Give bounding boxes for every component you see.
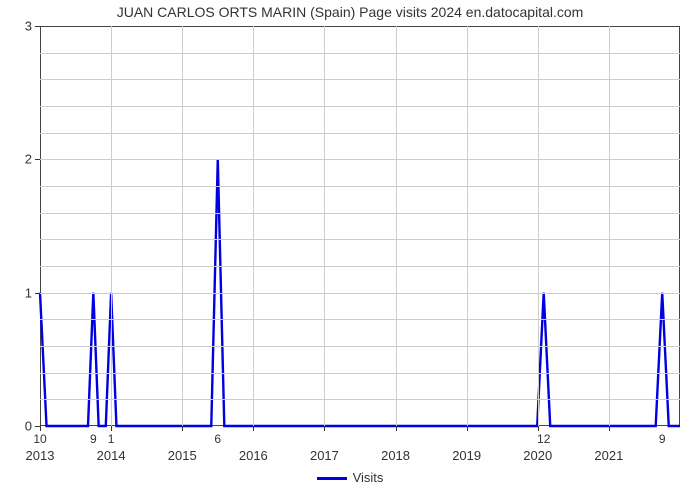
- ytick-label: 1: [12, 285, 32, 300]
- xtick-mark: [396, 426, 397, 431]
- gridline-h-minor: [40, 239, 680, 240]
- gridline-v: [609, 26, 610, 426]
- xtick-minor-label: 10: [33, 432, 46, 446]
- xtick-minor-label: 9: [90, 432, 97, 446]
- ytick-mark: [35, 293, 40, 294]
- chart-title: JUAN CARLOS ORTS MARIN (Spain) Page visi…: [0, 4, 700, 20]
- ytick-label: 2: [12, 152, 32, 167]
- data-line: [40, 26, 680, 426]
- gridline-h-minor: [40, 319, 680, 320]
- gridline-h-minor: [40, 373, 680, 374]
- ytick-label: 3: [12, 19, 32, 34]
- legend-label: Visits: [353, 470, 384, 485]
- xtick-mark: [538, 426, 539, 431]
- gridline-h-minor: [40, 399, 680, 400]
- xtick-mark: [253, 426, 254, 431]
- gridline-h-minor: [40, 106, 680, 107]
- chart-container: JUAN CARLOS ORTS MARIN (Spain) Page visi…: [0, 0, 700, 500]
- gridline-h-minor: [40, 186, 680, 187]
- gridline-h: [40, 293, 680, 294]
- xtick-minor-label: 9: [659, 432, 666, 446]
- gridline-v: [538, 26, 539, 426]
- gridline-h-minor: [40, 266, 680, 267]
- gridline-v: [396, 26, 397, 426]
- xtick-major-label: 2014: [97, 448, 126, 463]
- xtick-major-label: 2013: [26, 448, 55, 463]
- gridline-h-minor: [40, 346, 680, 347]
- xtick-major-label: 2019: [452, 448, 481, 463]
- gridline-h: [40, 159, 680, 160]
- xtick-minor-label: 6: [214, 432, 221, 446]
- xtick-major-label: 2017: [310, 448, 339, 463]
- gridline-h-minor: [40, 213, 680, 214]
- gridline-h-minor: [40, 133, 680, 134]
- xtick-major-label: 2015: [168, 448, 197, 463]
- xtick-mark: [609, 426, 610, 431]
- xtick-mark: [182, 426, 183, 431]
- ytick-mark: [35, 26, 40, 27]
- legend: Visits: [0, 470, 700, 485]
- plot-area: 0123201320142015201620172018201920202021…: [40, 26, 680, 426]
- gridline-v: [324, 26, 325, 426]
- xtick-mark: [324, 426, 325, 431]
- xtick-major-label: 2020: [523, 448, 552, 463]
- xtick-major-label: 2021: [594, 448, 623, 463]
- xtick-minor-label: 1: [108, 432, 115, 446]
- ytick-label: 0: [12, 419, 32, 434]
- xtick-mark: [111, 426, 112, 431]
- gridline-v: [253, 26, 254, 426]
- legend-swatch: [317, 477, 347, 480]
- gridline-h-minor: [40, 79, 680, 80]
- gridline-v: [111, 26, 112, 426]
- gridline-v: [467, 26, 468, 426]
- xtick-mark: [40, 426, 41, 431]
- xtick-mark: [467, 426, 468, 431]
- ytick-mark: [35, 159, 40, 160]
- xtick-major-label: 2018: [381, 448, 410, 463]
- xtick-major-label: 2016: [239, 448, 268, 463]
- gridline-h-minor: [40, 53, 680, 54]
- gridline-v: [182, 26, 183, 426]
- xtick-minor-label: 12: [537, 432, 550, 446]
